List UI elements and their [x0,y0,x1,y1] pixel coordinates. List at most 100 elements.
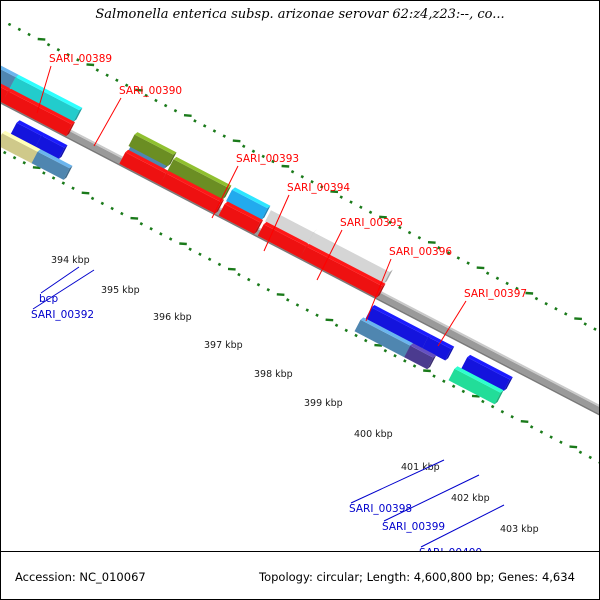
ruler-dot [154,98,158,103]
gene-label-text[interactable]: SARI_00399 [382,521,445,533]
gene-top-highlight [1,65,19,78]
gene-box[interactable] [9,74,83,122]
gene-face[interactable] [365,307,429,349]
gene-label-group[interactable]: SARI_00393 [211,153,299,219]
gene-label-group[interactable]: SARI_00392 [31,269,95,321]
gene-label-group[interactable]: SARI_00398 [349,459,445,515]
gene-face[interactable] [226,189,268,220]
gene-end-cap [383,269,393,284]
gene-box[interactable] [160,171,224,214]
gene-end-cap [494,390,504,405]
gene-box[interactable] [128,132,177,167]
gene-label-text[interactable]: SARI_00389 [49,53,112,65]
gene-face[interactable] [218,204,261,234]
gene-face[interactable] [167,159,229,200]
ruler-tick-mark [32,166,41,170]
ruler-tick-mark [423,369,431,373]
gene-label-group[interactable]: SARI_00390 [93,85,182,147]
gene-face[interactable] [1,133,38,164]
gene-face[interactable] [265,210,314,244]
gene-face[interactable] [448,368,501,405]
gene-top-highlight [371,305,432,337]
gene-label-text[interactable]: SARI_00395 [340,217,403,229]
gene-face[interactable] [257,224,307,258]
genome-map-svg: 394 kbp 395 kbp 396 kbp 397 kbp 398 kbp 399 k… [1,23,599,551]
ruler-dot [437,246,441,250]
gene-box[interactable] [218,201,264,235]
gene-face[interactable] [404,345,434,370]
ruler-dotted-line [2,150,599,464]
ruler-dot [388,220,392,225]
gene-face[interactable] [10,122,42,148]
gene-label-text[interactable]: SARI_00393 [236,153,299,165]
gene-label-text[interactable]: SARI_00392 [31,309,94,321]
ruler-tick-label: 395 kbp [101,285,140,296]
gene-face[interactable] [307,232,390,284]
ruler-dot [217,262,222,267]
gene-box[interactable] [226,187,271,220]
gene-face[interactable] [1,53,9,103]
gene-box[interactable] [461,354,513,391]
gene-label-group[interactable]: SARI_00394 [263,182,350,252]
gene-box[interactable] [167,156,232,200]
gene-face[interactable] [2,91,73,137]
gene-box[interactable] [448,366,504,405]
gene-face[interactable] [300,246,383,298]
ruler-dot [485,271,490,275]
ruler-tick-label: 398 kbp [254,369,293,380]
genome-map-canvas[interactable]: 394 kbp 395 kbp 396 kbp 397 kbp 398 kbp 399 k… [1,23,599,551]
ruler-dot [271,159,275,164]
ruler-dot [100,201,105,206]
gene-end-cap [63,165,73,180]
gene-label-leader-line [211,165,239,219]
gene-label-text[interactable]: SARI_00397 [464,288,527,300]
gene-label-text[interactable]: SARI_00396 [389,246,452,258]
gene-label-text[interactable]: SARI_00394 [287,182,350,194]
gene-face[interactable] [1,41,16,89]
gene-face[interactable] [461,357,510,391]
ruler-tick-mark [281,164,290,168]
gene-label-group[interactable]: SARI_00395 [316,217,403,281]
gene-box[interactable] [31,149,73,180]
gene-label-text[interactable]: SARI_00398 [349,503,412,515]
gene-face[interactable] [119,152,167,185]
ruler-dot [505,281,509,286]
ruler-dot [534,296,539,301]
gene-label-group[interactable]: SARI_00396 [365,246,452,322]
gene-label-leader-line [263,194,290,252]
gene-face[interactable] [9,77,80,122]
ruler-dot [515,286,519,291]
topology-text: Topology: circular; Length: 4,600,800 bp… [259,570,575,584]
gene-label-text[interactable]: SARI_00390 [119,85,182,97]
gene-face[interactable] [35,135,65,160]
gene-box[interactable] [300,244,386,298]
gene-label-text[interactable]: SARI_00400 [419,547,482,551]
gene-label-leader-line [350,459,445,504]
gene-label-leader-line [93,97,122,147]
gene-label-group[interactable]: SARI_00389 [36,53,112,114]
ruler-dot [159,232,163,236]
gene-face[interactable] [128,134,174,167]
ruler-tick-mark [81,191,90,195]
gene-face[interactable] [160,173,222,214]
gene-box[interactable] [2,88,76,137]
gene-face[interactable] [422,337,452,361]
gene-face[interactable] [31,151,70,180]
gene-face[interactable] [354,319,411,358]
gene-label-group[interactable]: SARI_00400 [419,504,505,551]
gene-label-group[interactable]: bcp [39,266,80,305]
gene-top-highlight [232,187,271,209]
ruler-tick-mark [574,317,582,321]
ruler-dot [398,225,402,230]
gene-label-group[interactable]: SARI_00399 [382,474,480,533]
gene-top-highlight [1,83,12,92]
gene-label-group[interactable]: SARI_00397 [437,288,527,347]
gene-box[interactable] [307,229,393,284]
gene-top-highlight [8,88,76,125]
ruler-dot [193,119,197,123]
gene-top-highlight [263,221,310,247]
gene-box[interactable] [35,133,68,160]
ruler-tick-mark [520,420,529,423]
gene-top-highlight [454,366,504,393]
gene-box[interactable] [404,343,437,370]
